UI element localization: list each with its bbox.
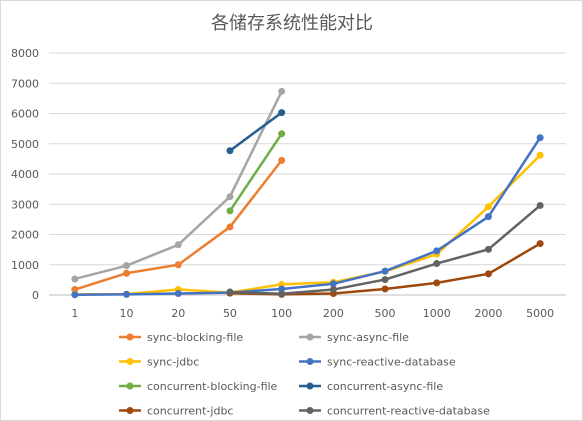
data-point (329, 280, 337, 288)
data-point (71, 286, 79, 294)
data-point (278, 156, 286, 164)
legend-item: sync-async-file (299, 331, 409, 344)
data-point (174, 289, 182, 297)
x-tick-label: 1 (71, 307, 78, 320)
data-point (278, 290, 286, 298)
legend-swatch-marker (126, 358, 134, 365)
gridlines (49, 52, 566, 296)
data-point (484, 213, 492, 221)
legend-swatch-marker (126, 333, 134, 341)
y-tick-label: 8000 (11, 47, 39, 60)
legend-label: sync-blocking-file (147, 331, 243, 344)
x-tick-label: 500 (375, 307, 396, 320)
chart-title: 各储存系统性能对比 (211, 13, 373, 34)
y-tick-label: 7000 (11, 77, 39, 90)
legend-label: sync-jdbc (147, 356, 199, 369)
series-line (74, 90, 283, 281)
legend: sync-blocking-file sync-async-file sync-jd… (119, 331, 490, 418)
series-lines (71, 87, 544, 299)
data-point (226, 288, 234, 296)
series-concurrent-reactive-database (226, 201, 544, 298)
series-line (74, 137, 542, 296)
legend-label: concurrent-blocking-file (147, 380, 278, 393)
x-tick-label: 2000 (474, 307, 502, 320)
data-point (123, 262, 131, 270)
data-point (71, 291, 79, 299)
x-tick-label: 200 (323, 307, 344, 320)
data-point (123, 290, 131, 298)
data-point (536, 201, 544, 209)
data-point (226, 147, 234, 155)
x-tick-label: 100 (271, 307, 292, 320)
x-tick-label: 1000 (423, 307, 451, 320)
data-point (278, 109, 286, 117)
data-point (226, 207, 234, 215)
x-tick-label: 20 (171, 307, 185, 320)
x-tick-label: 10 (120, 307, 134, 320)
data-point (278, 285, 286, 293)
legend-swatch-marker (306, 358, 314, 365)
data-point (433, 260, 441, 268)
series-line (228, 133, 283, 212)
legend-swatch-marker (126, 382, 134, 390)
legend-swatch-marker (306, 333, 314, 341)
legend-swatch-marker (126, 407, 134, 414)
data-point (226, 193, 234, 201)
data-point (536, 151, 544, 159)
legend-label: concurrent-jdbc (147, 405, 233, 418)
y-tick-label: 1000 (11, 259, 39, 272)
legend-label: sync-async-file (327, 331, 409, 344)
series-concurrent-async-file (226, 109, 286, 155)
data-point (484, 203, 492, 211)
data-point (381, 276, 389, 284)
legend-item: concurrent-jdbc (119, 405, 233, 418)
data-point (329, 286, 337, 294)
data-point (536, 134, 544, 142)
series-line (229, 111, 283, 152)
legend-item: sync-blocking-file (119, 331, 243, 344)
y-tick-label: 6000 (11, 108, 39, 121)
data-point (484, 270, 492, 278)
legend-item: concurrent-async-file (299, 380, 443, 393)
data-point (278, 130, 286, 138)
x-axis-ticks: 1 10 20 50 100 200 500 1000 2000 5000 (71, 307, 554, 320)
data-point (433, 247, 441, 255)
legend-item: sync-reactive-database (299, 356, 456, 369)
y-tick-label: 0 (32, 289, 39, 302)
data-point (433, 279, 441, 287)
data-point (381, 285, 389, 293)
data-point (484, 245, 492, 253)
data-point (174, 241, 182, 249)
legend-swatch-marker (306, 407, 314, 414)
y-tick-label: 2000 (11, 229, 39, 242)
series-concurrent-blocking-file (226, 130, 286, 215)
legend-item: concurrent-blocking-file (119, 380, 278, 393)
y-tick-label: 4000 (11, 168, 39, 181)
x-tick-label: 50 (223, 307, 237, 320)
data-point (226, 223, 234, 231)
data-point (536, 240, 544, 248)
data-point (71, 275, 79, 283)
legend-label: concurrent-async-file (327, 380, 443, 393)
series-line (74, 154, 542, 296)
data-point (381, 267, 389, 275)
series-sync-blocking-file (71, 156, 286, 294)
x-tick-label: 5000 (526, 307, 554, 320)
series-sync-async-file (71, 87, 286, 283)
series-sync-reactive-database (71, 134, 544, 299)
legend-item: concurrent-reactive-database (299, 405, 490, 418)
y-tick-label: 3000 (11, 198, 39, 211)
y-tick-label: 5000 (11, 138, 39, 151)
data-point (174, 261, 182, 269)
y-axis-ticks: 0 1000 2000 3000 4000 5000 6000 7000 8000 (11, 47, 39, 302)
legend-label: sync-reactive-database (327, 356, 456, 369)
legend-label: concurrent-reactive-database (327, 405, 490, 418)
legend-item: sync-jdbc (119, 356, 199, 369)
data-point (123, 269, 131, 277)
legend-swatch-marker (306, 382, 314, 390)
data-point (278, 87, 286, 95)
